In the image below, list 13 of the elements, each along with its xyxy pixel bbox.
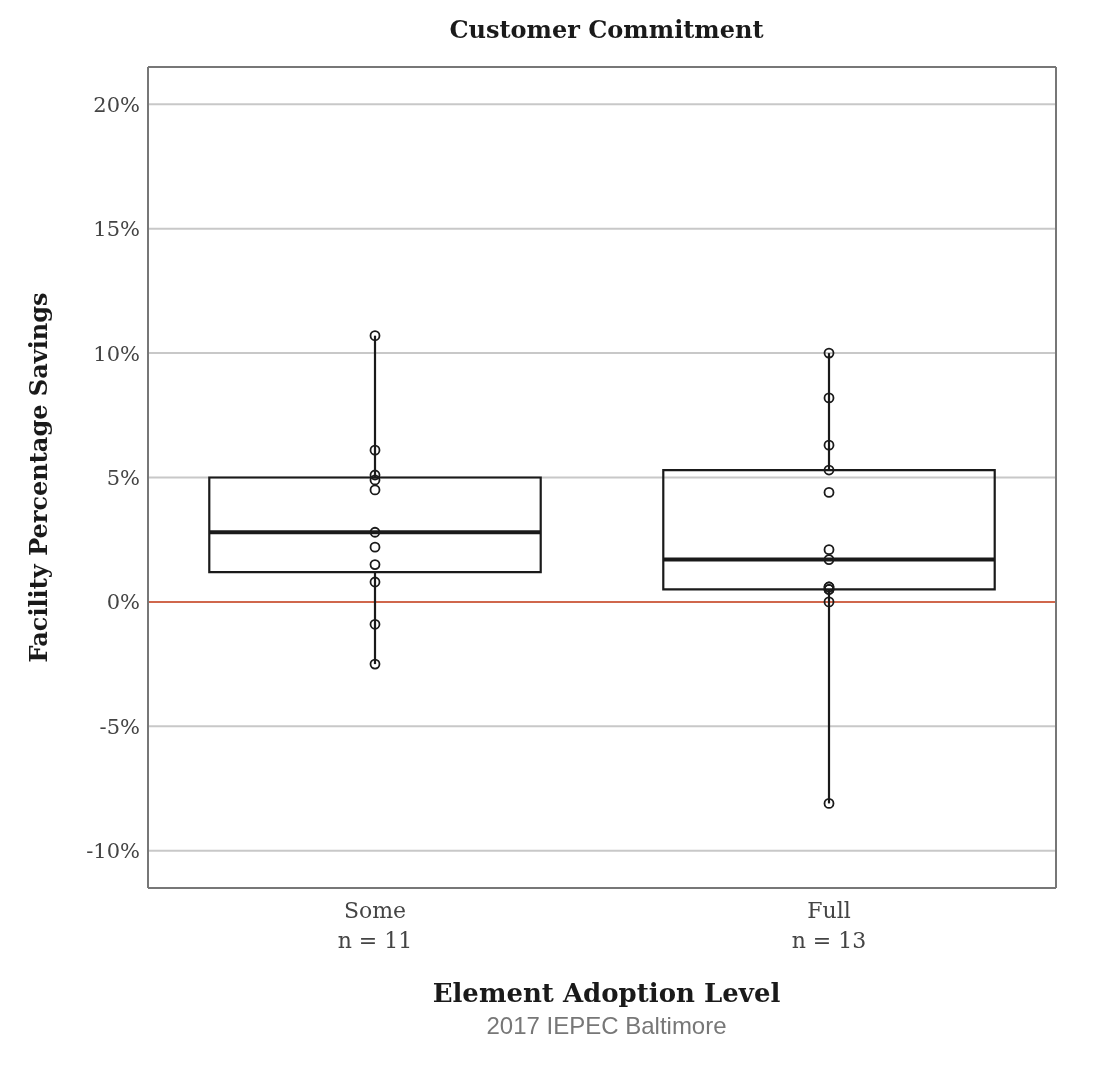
chart-title: Customer Commitment [448, 14, 765, 46]
y-tick-label: 15% [93, 217, 140, 242]
text: 2017 IEPEC Baltimore [485, 1012, 728, 1040]
y-tick-label: 0% [106, 590, 140, 615]
y-tick-label: 10% [93, 341, 140, 366]
x-axis-title: Element Adoption Level [431, 978, 782, 1010]
y-tick-label: -5% [99, 714, 140, 739]
y-tick-label: 5% [106, 465, 140, 490]
x-tick-label: Some n = 11 [337, 898, 413, 953]
y-axis-title: Facility Percentage Savings [23, 292, 53, 663]
y-tick-label: 20% [93, 92, 140, 117]
y-tick-label: -10% [86, 839, 140, 864]
x-tick-label: Full n = 13 [791, 898, 867, 953]
